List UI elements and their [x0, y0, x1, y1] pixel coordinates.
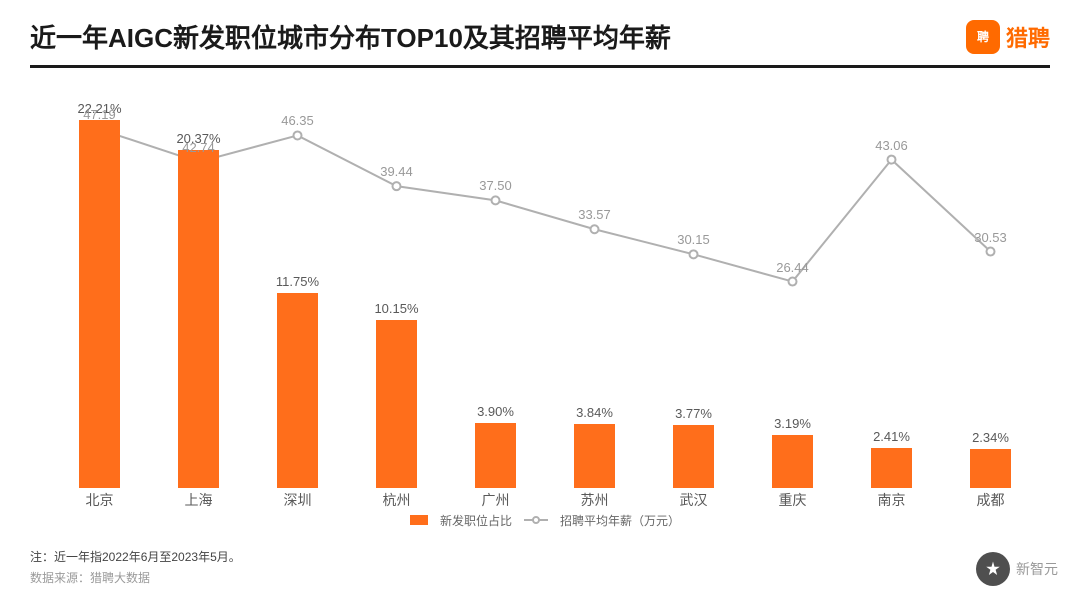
bar	[574, 424, 616, 488]
bar	[376, 320, 418, 488]
bar	[970, 449, 1012, 488]
bar	[178, 150, 220, 488]
bar-value-label: 2.34%	[951, 430, 1031, 445]
bar	[772, 435, 814, 488]
bar	[673, 425, 715, 488]
footnote: 注：近一年指2022年6月至2023年5月。	[30, 547, 241, 569]
watermark-text: 新智元	[1016, 559, 1058, 579]
data-source: 数据来源：猎聘大数据	[30, 568, 241, 590]
category-label: 苏州	[555, 490, 635, 510]
brand-logo: 聘 猎聘	[966, 20, 1050, 54]
category-label: 武汉	[654, 490, 734, 510]
category-label: 成都	[951, 490, 1031, 510]
brand-icon: 聘	[966, 20, 1000, 54]
bar	[871, 448, 913, 488]
category-label: 上海	[159, 490, 239, 510]
line-value-label: 37.50	[466, 178, 526, 193]
watermark-icon	[976, 552, 1010, 586]
line-value-label: 33.57	[565, 207, 625, 222]
bar-value-label: 3.84%	[555, 405, 635, 420]
legend-line-swatch	[524, 515, 548, 525]
category-label: 北京	[60, 490, 140, 510]
line-value-label: 26.44	[763, 260, 823, 275]
line-value-label: 46.35	[268, 113, 328, 128]
page-title: 近一年AIGC新发职位城市分布TOP10及其招聘平均年薪	[30, 18, 671, 55]
category-label: 南京	[852, 490, 932, 510]
line-value-label: 47.19	[70, 107, 130, 122]
line-value-label: 43.06	[862, 138, 922, 153]
line-value-label: 39.44	[367, 164, 427, 179]
category-label: 广州	[456, 490, 536, 510]
brand-text: 猎聘	[1006, 21, 1050, 53]
watermark: 新智元	[976, 552, 1058, 586]
category-label: 深圳	[258, 490, 338, 510]
line-value-label: 30.53	[961, 230, 1021, 245]
legend-line-label: 招聘平均年薪（万元）	[560, 512, 680, 529]
title-underline	[30, 65, 1050, 68]
category-label: 重庆	[753, 490, 833, 510]
header: 近一年AIGC新发职位城市分布TOP10及其招聘平均年薪 聘 猎聘	[0, 0, 1080, 55]
chart: 22.21%20.37%11.75%10.15%3.90%3.84%3.77%3…	[50, 90, 1040, 528]
line-value-label: 30.15	[664, 232, 724, 247]
legend-bar-label: 新发职位占比	[440, 512, 512, 529]
bar-value-label: 3.77%	[654, 406, 734, 421]
bar-value-label: 2.41%	[852, 429, 932, 444]
category-label: 杭州	[357, 490, 437, 510]
line-value-label: 42.74	[169, 140, 229, 155]
bar-value-label: 3.90%	[456, 404, 536, 419]
bar-value-label: 3.19%	[753, 416, 833, 431]
footer: 注：近一年指2022年6月至2023年5月。 数据来源：猎聘大数据	[30, 547, 241, 590]
bar	[79, 120, 121, 488]
plot-area: 22.21%20.37%11.75%10.15%3.90%3.84%3.77%3…	[50, 90, 1040, 488]
bar	[475, 423, 517, 488]
bar-value-label: 11.75%	[258, 274, 338, 289]
legend-bar-swatch	[410, 515, 428, 525]
legend: 新发职位占比 招聘平均年薪（万元）	[50, 512, 1040, 528]
bar	[277, 293, 319, 488]
bar-value-label: 10.15%	[357, 301, 437, 316]
